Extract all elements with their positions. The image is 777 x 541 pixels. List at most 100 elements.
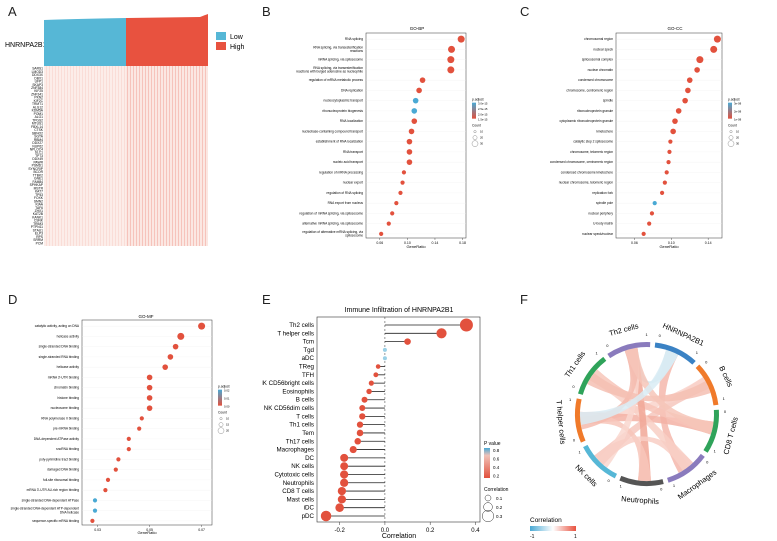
immune-cell-label: NK cells — [291, 463, 314, 470]
go-bp-legend-value: 2.5e-15 — [478, 107, 488, 111]
go-cc-term-label: cytoplasmic ribonucleoprotein granule — [559, 119, 613, 123]
go-mf-dot — [90, 518, 95, 523]
immune-cell-label: Macrophages — [277, 447, 315, 454]
go-cc-term-label: condensed chromosome, centromeric region — [550, 160, 613, 164]
go-cc-count-value: 20 — [736, 136, 740, 140]
go-bp-legend-gradient — [472, 102, 476, 119]
legend-low-swatch — [216, 32, 226, 40]
go-bp-dot — [411, 118, 418, 124]
immune-cell-label: iDC — [304, 505, 315, 512]
go-mf-dot — [146, 395, 153, 401]
go-cc-dot — [652, 201, 657, 206]
immune-dot — [436, 328, 447, 339]
immune-dot — [337, 486, 347, 496]
go-mf-term-label: poly-pyrimidine tract binding — [39, 457, 79, 461]
go-mf-plot-frame — [81, 319, 213, 526]
immune-dot — [359, 405, 366, 412]
go-bp-term-label: RNA splicing, via transesterification rea… — [296, 66, 363, 74]
go-bp-count-value: 30 — [480, 142, 484, 146]
go-bp-dot — [419, 77, 426, 83]
immune-corr-value: 0.2 — [496, 505, 503, 510]
go-bp-term-label: nucleocytoplasmic transport — [323, 99, 363, 103]
go-bp-legend-value: 1.5e-15 — [478, 118, 488, 122]
immune-pvalue-value: 0.4 — [493, 465, 500, 470]
heatmap-row-label: SBNO2 — [32, 131, 43, 135]
go-mf-xtick-label: 0.03 — [94, 528, 101, 532]
heatmap-row-label: ZHX1 — [35, 209, 44, 213]
go-cc-legend-gradient — [728, 102, 732, 119]
chord-tick-label: 0 — [660, 487, 663, 492]
go-cc-dot — [685, 87, 691, 94]
go-cc-dot — [694, 67, 700, 73]
heatmap-row-label: RBM4 — [34, 138, 43, 142]
heatmap-row-label: NUP62 — [32, 144, 43, 148]
go-bp-term-label: nucleic acid transport — [333, 160, 363, 164]
go-mf-term-label: single-stranded DNA binding — [39, 345, 80, 349]
chord-tick-label: 1 — [696, 350, 699, 355]
go-bp-term-label: regulation of mRNA splicing, via spliceo… — [299, 211, 363, 215]
go-mf-dot — [137, 426, 142, 431]
go-bp-term-label: RNA splicing — [345, 37, 363, 41]
go-cc-dot — [713, 35, 721, 43]
go-bp-xtick-label: 0.18 — [459, 241, 466, 245]
heatmap-row-label: TRMT1 — [32, 102, 43, 106]
go-mf-legend-title: p.adjust — [218, 385, 230, 389]
immune-pvalue-value: 0.8 — [493, 448, 500, 453]
go-cc-dotplot: GO-CC 0.06 0.10 0.14 chromosomal region nucl… — [550, 26, 742, 249]
go-bp-term-label: ribonucleoprotein biogenesis — [322, 109, 363, 113]
chord-sector-label: Th1 cells — [563, 349, 588, 379]
go-bp-count-value: 10 — [480, 130, 484, 134]
go-mf-term-label: single-stranded DNA-dependent ATP-depend… — [11, 507, 80, 515]
immune-cell-label: CD8 T cells — [282, 488, 314, 495]
heatmap-row-label: TAF6 — [35, 206, 43, 210]
heatmap-row-label: SMN2 — [34, 199, 43, 203]
immune-dot — [373, 372, 379, 378]
heatmap-row-label: KAT2B — [33, 212, 44, 216]
go-cc-dot — [686, 77, 693, 83]
immune-xlabel: Correlation — [382, 533, 416, 540]
immune-cell-label: Tcm — [303, 339, 314, 346]
immune-pvalue-value: 0.2 — [493, 474, 500, 479]
immune-dot — [340, 478, 349, 487]
chord-sector-arc — [654, 342, 696, 365]
go-bp-term-label: RNA localization — [340, 119, 363, 123]
immune-dot — [356, 429, 364, 437]
heatmap-row-label: SRRM — [33, 238, 43, 242]
go-mf-dot — [172, 343, 179, 350]
go-mf-dot — [146, 384, 153, 391]
immune-dot — [382, 356, 387, 361]
panel-letter-c: C — [520, 4, 530, 19]
go-cc-term-label: chromosome, centromeric region — [566, 88, 613, 92]
immune-xtick-label: -0.2 — [334, 528, 345, 534]
heatmap-row-label: PCM — [36, 241, 44, 245]
go-bp-count-circle — [473, 130, 477, 133]
heatmap-row-label: TRIM3 — [33, 222, 43, 226]
go-cc-term-label: ribonucleoprotein granule — [577, 109, 613, 113]
legend-low-label: Low — [230, 34, 244, 41]
heatmap-low-bar — [44, 18, 126, 66]
go-bp-term-label: RNA transport — [343, 150, 363, 154]
go-mf-dot — [162, 364, 168, 370]
immune-dot — [375, 364, 381, 369]
heatmap-row-label: CSNK — [34, 219, 44, 223]
chord-tick-label: 0 — [606, 343, 609, 348]
chord-tick-label: 0 — [572, 384, 575, 389]
chord-legend-max: 1 — [574, 534, 577, 540]
chord-tick-label: 0 — [724, 409, 727, 414]
chord-tick-label: 1 — [673, 483, 676, 488]
go-cc-term-label: nuclear speck — [593, 47, 613, 51]
go-cc-plot-frame — [615, 32, 723, 239]
immune-dot — [337, 495, 347, 504]
immune-cell-label: Neutrophils — [283, 480, 314, 487]
chord-ribbon — [624, 347, 714, 435]
go-mf-dotplot: GO-MF 0.03 0.05 0.07 catalytic activity, ac… — [11, 314, 230, 535]
go-cc-dot — [682, 97, 688, 104]
go-bp-xtick-label: 0.14 — [432, 241, 439, 245]
heatmap-row-label: TPGS2 — [32, 118, 43, 122]
go-cc-dot — [662, 180, 667, 185]
go-bp-term-label: nucleobase-containing compound transport — [302, 129, 363, 133]
immune-dot — [354, 437, 362, 445]
immune-corr-title: Correlation — [484, 487, 509, 493]
immune-lollipop-chart: Immune Infiltration of HNRNPA2B1 -0.2 0.0… — [262, 307, 509, 540]
immune-pvalue-gradient — [484, 448, 490, 478]
